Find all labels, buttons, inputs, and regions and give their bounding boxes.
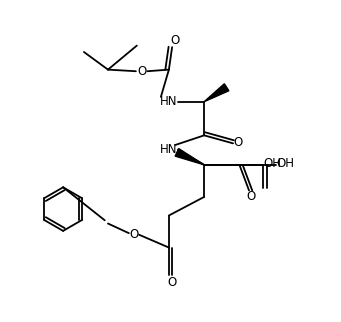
Text: O: O: [129, 228, 138, 241]
Text: O: O: [234, 136, 243, 149]
Text: O: O: [171, 34, 180, 47]
Text: O: O: [137, 65, 146, 78]
Polygon shape: [175, 148, 204, 165]
Text: HN: HN: [160, 95, 178, 108]
Text: HN: HN: [160, 143, 178, 156]
Text: OH: OH: [264, 157, 281, 170]
Text: O: O: [246, 190, 256, 204]
Text: O: O: [167, 276, 177, 289]
Polygon shape: [204, 84, 229, 102]
Text: OH: OH: [276, 157, 294, 170]
